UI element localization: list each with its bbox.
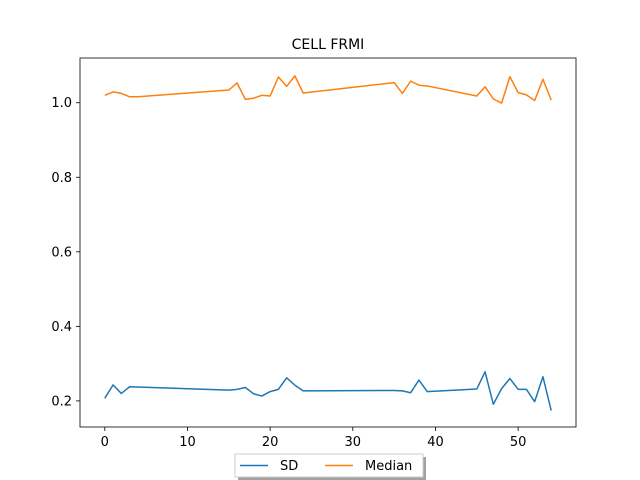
x-tick-label: 20 xyxy=(262,435,279,450)
y-tick-label: 0.2 xyxy=(51,394,72,409)
series-line-median xyxy=(104,75,552,104)
y-tick-label: 0.6 xyxy=(51,245,72,260)
series-line-sd xyxy=(104,371,552,411)
y-axis: 0.2 0.4 0.6 0.8 1.0 xyxy=(51,96,80,409)
series-layer xyxy=(104,75,552,411)
y-tick-label: 0.4 xyxy=(51,320,72,335)
x-tick-label: 40 xyxy=(427,435,444,450)
x-axis: 0 10 20 30 40 50 xyxy=(101,427,527,450)
y-tick-label: 0.8 xyxy=(51,171,72,186)
x-tick-label: 10 xyxy=(179,435,196,450)
x-tick-label: 30 xyxy=(345,435,362,450)
plot-area xyxy=(80,58,576,427)
legend-label-median: Median xyxy=(365,459,412,474)
legend: SD Median xyxy=(234,453,426,480)
chart-title: CELL FRMI xyxy=(292,37,365,53)
plot-frame xyxy=(79,57,577,428)
y-tick-label: 1.0 xyxy=(51,96,72,111)
x-tick-label: 50 xyxy=(510,435,527,450)
legend-label-sd: SD xyxy=(280,459,298,474)
x-tick-label: 0 xyxy=(101,435,109,450)
